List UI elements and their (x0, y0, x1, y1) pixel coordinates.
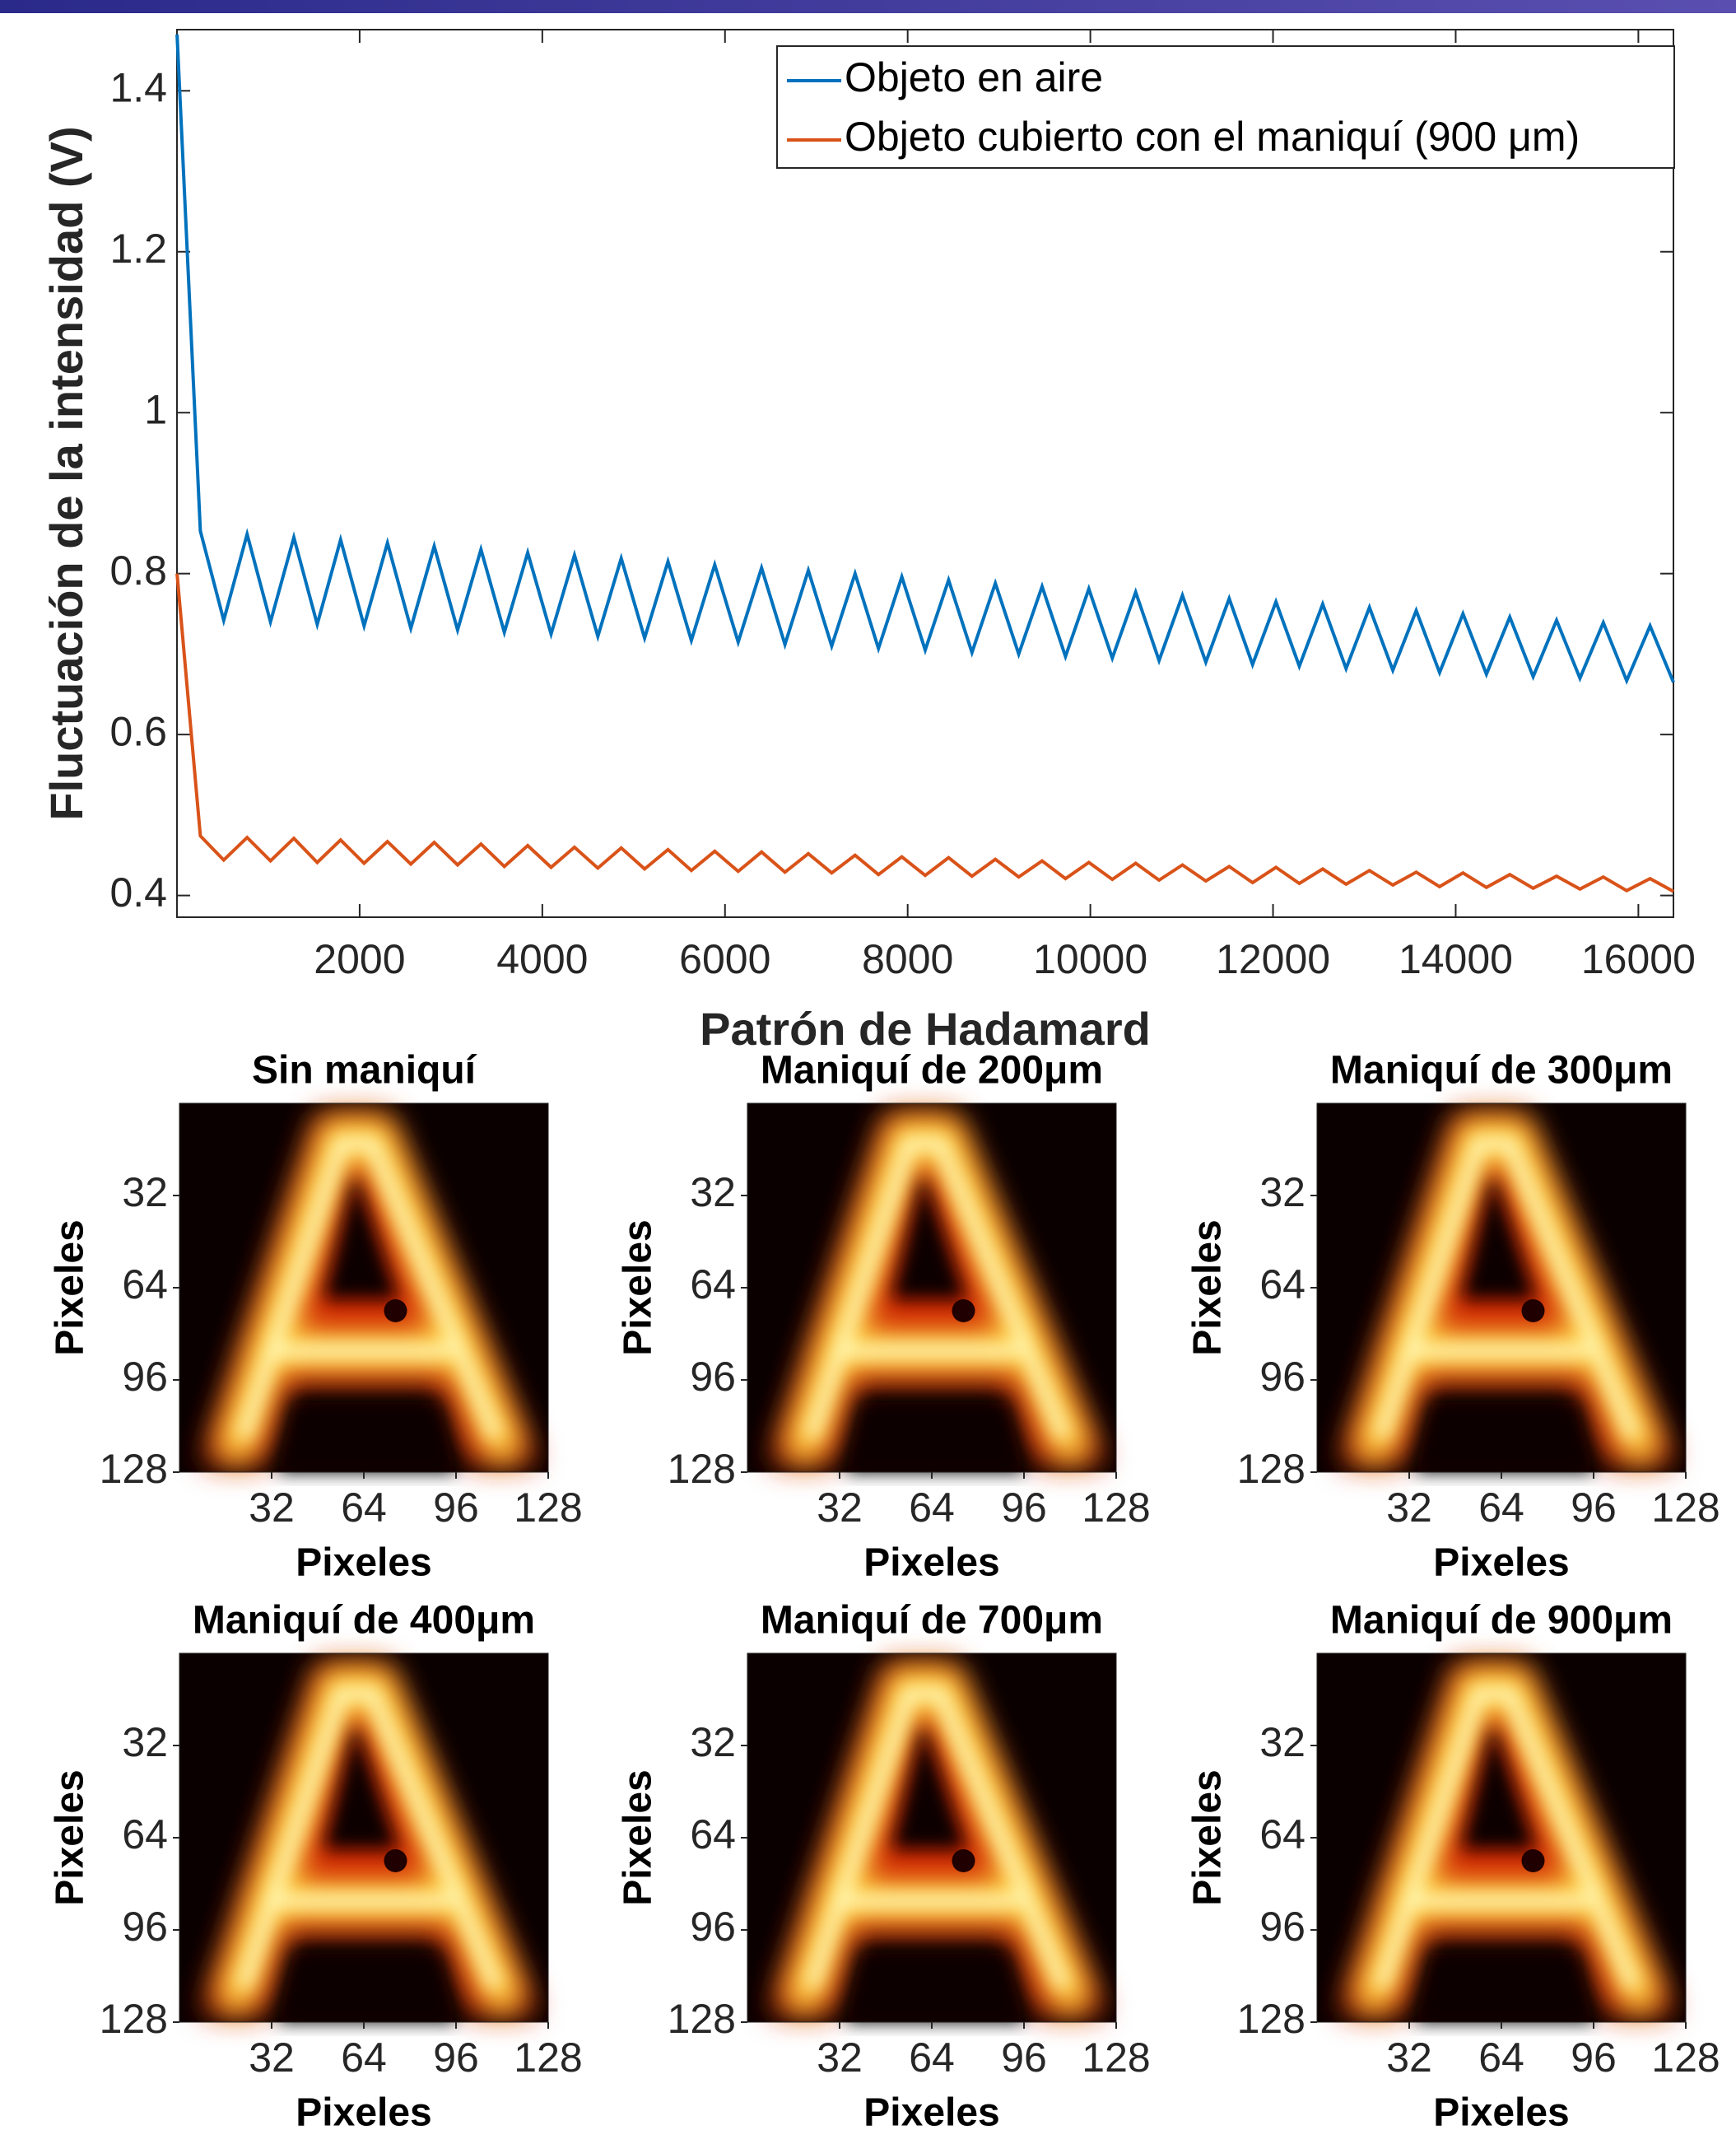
y-tick-label: 0.8 (109, 548, 167, 594)
x-tick-label: 32 (817, 2034, 863, 2081)
y-tick-label: 128 (668, 1446, 736, 1492)
x-tick-label: 16000 (1581, 936, 1696, 982)
x-tick-label: 64 (909, 1484, 955, 1531)
top-band (0, 0, 1736, 13)
y-tick-label: 64 (1259, 1811, 1305, 1857)
y-tick-label: 32 (690, 1719, 736, 1765)
x-axis-label: Pixeles (1433, 2091, 1569, 2130)
y-tick-label: 128 (100, 1996, 168, 2042)
x-tick-label: 96 (1571, 2034, 1617, 2081)
x-tick-label: 64 (1478, 1484, 1524, 1531)
y-tick-label: 64 (122, 1811, 168, 1857)
x-axis-label: Pixeles (296, 2091, 431, 2130)
legend-label: Objeto cubierto con el maniquí (900 μm) (845, 114, 1580, 160)
image (179, 1653, 548, 2022)
x-tick-label: 128 (1082, 2034, 1150, 2081)
y-axis-label: Pixeles (1186, 1219, 1230, 1355)
y-tick-label: 32 (690, 1169, 736, 1215)
y-tick-label: 64 (1259, 1261, 1305, 1307)
y-tick-label: 96 (122, 1904, 168, 1950)
y-axis-label: Fluctuación de la intensidad (V) (40, 126, 92, 820)
x-tick-label: 32 (1386, 2034, 1432, 2081)
series-line (175, 34, 1675, 685)
y-tick-label: 0.6 (109, 708, 167, 754)
y-tick-label: 96 (1259, 1354, 1305, 1400)
y-tick-label: 32 (1259, 1719, 1305, 1765)
image-title: Sin maniquí (252, 1049, 477, 1093)
y-tick-label: 32 (1259, 1169, 1305, 1215)
x-tick-label: 128 (1082, 1484, 1150, 1531)
x-tick-label: 14000 (1399, 936, 1513, 982)
x-tick-label: 64 (341, 1484, 387, 1531)
x-tick-label: 96 (1001, 1484, 1047, 1531)
y-tick-label: 128 (1237, 1996, 1305, 2042)
y-axis-label: Pixeles (1186, 1769, 1230, 1905)
legend-label: Objeto en aire (845, 54, 1103, 100)
x-tick-label: 10000 (1033, 936, 1147, 982)
image (179, 1103, 548, 1472)
y-axis-label: Pixeles (617, 1769, 660, 1905)
image-title: Maniquí de 400μm (193, 1599, 535, 1643)
x-axis-label: Pixeles (296, 1541, 431, 1585)
x-tick-label: 12000 (1216, 936, 1330, 982)
image-title: Maniquí de 700μm (761, 1599, 1103, 1643)
x-tick-label: 64 (341, 2034, 387, 2081)
x-tick-label: 128 (514, 1484, 582, 1531)
x-tick-label: 2000 (314, 936, 405, 982)
series-line (175, 573, 1674, 893)
y-tick-label: 32 (122, 1169, 168, 1215)
y-tick-label: 128 (668, 1996, 736, 2042)
image (747, 1653, 1116, 2022)
x-tick-label: 64 (1478, 2034, 1524, 2081)
image (1317, 1103, 1686, 1472)
image (1317, 1653, 1686, 2022)
x-tick-label: 96 (1001, 2034, 1047, 2081)
x-axis-label: Patrón de Hadamard (700, 1003, 1151, 1055)
x-axis-label: Pixeles (1433, 1541, 1569, 1585)
x-axis-label: Pixeles (863, 2091, 999, 2130)
y-tick-label: 64 (690, 1261, 736, 1307)
x-tick-label: 8000 (862, 936, 953, 982)
x-tick-label: 6000 (679, 936, 770, 982)
x-tick-label: 32 (817, 1484, 863, 1531)
y-tick-label: 32 (122, 1719, 168, 1765)
x-tick-label: 32 (249, 2034, 295, 2081)
x-axis-label: Pixeles (863, 1541, 999, 1585)
y-axis-label: Pixeles (49, 1769, 92, 1905)
x-tick-label: 128 (1651, 1484, 1720, 1531)
y-tick-label: 96 (690, 1904, 736, 1950)
y-tick-label: 1 (144, 386, 167, 432)
image-title: Maniquí de 200μm (761, 1049, 1103, 1093)
x-tick-label: 32 (1386, 1484, 1432, 1531)
y-tick-label: 128 (100, 1446, 168, 1492)
x-tick-label: 32 (249, 1484, 295, 1531)
y-tick-label: 64 (122, 1261, 168, 1307)
y-tick-label: 1.4 (109, 64, 167, 110)
x-tick-label: 64 (909, 2034, 955, 2081)
y-tick-label: 1.2 (109, 226, 167, 272)
image-title: Maniquí de 900μm (1330, 1599, 1673, 1643)
y-axis-label: Pixeles (49, 1219, 92, 1355)
y-tick-label: 96 (1259, 1904, 1305, 1950)
x-tick-label: 96 (433, 2034, 479, 2081)
y-tick-label: 0.4 (109, 869, 167, 916)
x-tick-label: 96 (1571, 1484, 1617, 1531)
y-tick-label: 96 (122, 1354, 168, 1400)
image-title: Maniquí de 300μm (1330, 1049, 1673, 1093)
y-tick-label: 128 (1237, 1446, 1305, 1492)
x-tick-label: 96 (433, 1484, 479, 1531)
x-tick-label: 128 (1651, 2034, 1720, 2081)
y-axis-label: Pixeles (617, 1219, 660, 1355)
y-tick-label: 64 (690, 1811, 736, 1857)
y-tick-label: 96 (690, 1354, 736, 1400)
legend-box (776, 45, 1675, 169)
x-tick-label: 4000 (496, 936, 588, 982)
image (747, 1103, 1116, 1472)
x-tick-label: 128 (514, 2034, 582, 2081)
plot-area (176, 29, 1674, 918)
